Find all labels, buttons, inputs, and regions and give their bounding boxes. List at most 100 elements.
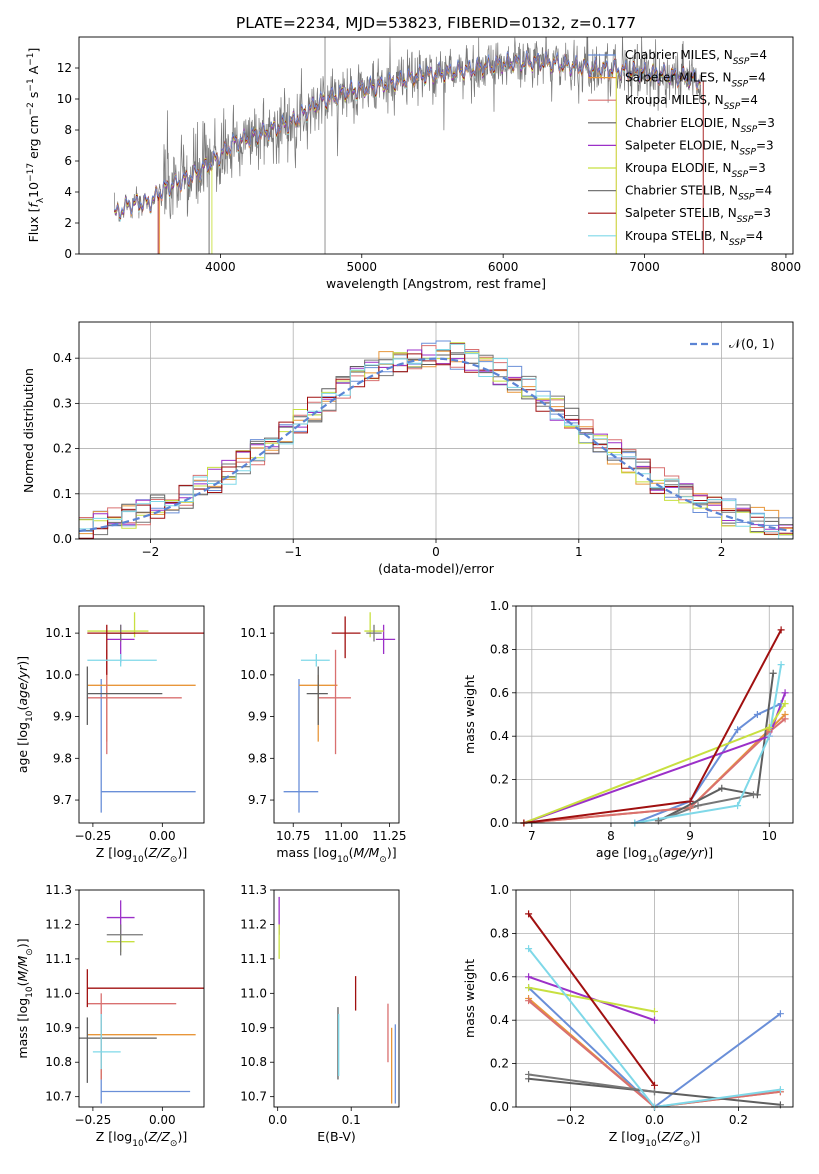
weight-marker	[651, 1008, 658, 1016]
weight-marker	[777, 661, 785, 669]
x-axis-label: E(B-V)	[317, 1129, 356, 1144]
legend-entry: Salpeter STELIB, NSSP=3	[625, 206, 771, 225]
weight-line	[527, 913, 656, 1086]
x-tick-label: 0.0	[645, 1113, 664, 1127]
weight-marker	[777, 626, 785, 634]
panels: 4000 5000 6000 7000 8000024681012wavelength …	[15, 36, 802, 1149]
weight-marker	[651, 1088, 658, 1096]
y-tick-label: 10.1	[45, 626, 72, 640]
y-tick-label: 11.3	[240, 883, 267, 897]
weight-marker	[694, 802, 702, 810]
y-tick-label: 8	[64, 123, 72, 137]
axes-frame	[78, 605, 205, 824]
y-tick-label: 11.2	[45, 917, 72, 931]
y-tick-label: 10.0	[45, 668, 72, 682]
weight-marker	[525, 1070, 533, 1078]
x-tick-label: 8	[607, 829, 615, 843]
y-tick-label: 0.2	[490, 1057, 509, 1071]
legend-entry: Salpeter ELODIE, NSSP=3	[625, 138, 774, 157]
x-tick-label: 0.2	[729, 1113, 748, 1127]
x-tick-label: 8000	[771, 260, 802, 274]
y-tick-label: 9.8	[53, 751, 72, 765]
y-tick-label: 10.0	[240, 668, 267, 682]
legend-entry: Kroupa STELIB, NSSP=4	[625, 229, 763, 248]
weight-line	[523, 692, 787, 823]
legend-entry: Kroupa ELODIE, NSSP=3	[625, 161, 766, 180]
panel-residuals: −2 −1 0 1 2 0.0 0.1 0.2 0.3 0.4 (data-model)/error…	[21, 321, 794, 576]
y-tick-label: 10.8	[45, 1055, 72, 1069]
x-tick-label: −1	[284, 545, 302, 559]
y-tick-label: 11.0	[45, 986, 72, 1000]
y-tick-label: 10	[57, 92, 72, 106]
x-axis-label: age [log10(age/yr)]	[596, 845, 713, 865]
x-tick-label: −0.2	[556, 1113, 585, 1127]
normal-reference-curve	[79, 357, 793, 533]
y-tick-label: 12	[57, 61, 72, 75]
weight-marker	[525, 973, 533, 981]
weight-line	[527, 986, 781, 1107]
plot-area	[283, 612, 396, 813]
weight-marker	[686, 797, 694, 805]
legend-entry: Chabrier ELODIE, NSSP=3	[625, 116, 775, 135]
legend-entry: Chabrier STELIB, NSSP=4	[625, 184, 772, 203]
y-tick-label: 1.0	[490, 883, 509, 897]
y-axis-label: mass weight	[462, 675, 477, 754]
plot-area	[86, 612, 204, 813]
weight-marker	[525, 945, 533, 953]
legend-entry: Chabrier MILES, NSSP=4	[625, 48, 767, 67]
axes-frame	[78, 889, 205, 1108]
axes-frame	[78, 321, 794, 540]
y-tick-label: 9.9	[248, 710, 267, 724]
weight-marker	[776, 1086, 784, 1094]
x-tick-label: 11.00	[324, 829, 358, 843]
plot-area	[278, 896, 396, 1104]
legend-entry: 𝒩(0, 1)	[729, 336, 775, 351]
y-tick-label: 0.0	[490, 1100, 509, 1114]
y-tick-label: 0.8	[490, 926, 509, 940]
x-tick-label: −2	[142, 545, 160, 559]
panel-mass-vs-Z: −0.25 0.00 10.7 10.8 10.9 11.0 11.1 11.2 11.3 Z […	[15, 883, 205, 1149]
x-tick-label: 1	[575, 545, 583, 559]
weight-marker	[718, 784, 726, 792]
y-tick-label: 10.9	[240, 1021, 267, 1035]
plot-area	[113, 37, 704, 254]
weight-marker	[749, 791, 757, 799]
weight-line	[634, 664, 783, 823]
weight-marker	[651, 1016, 658, 1024]
y-axis-label: age [log10(age/yr)]	[15, 656, 35, 773]
panel-weight-vs-Z: −0.2 0.0 0.2 0.0 0.2 0.4 0.6 0.8 1.0 Z [log10(Z/Z…	[462, 883, 794, 1149]
y-tick-label: 0.4	[490, 1013, 509, 1027]
x-tick-label: 5000	[346, 260, 377, 274]
weight-line	[528, 1073, 655, 1093]
x-tick-label: 4000	[205, 260, 236, 274]
axes-frame	[515, 605, 794, 824]
panel-weight-vs-age: 7 8 9 10 0.0 0.2 0.4 0.6 0.8 1.0 age [log10(age/yr…	[462, 599, 794, 865]
weight-marker	[525, 910, 533, 918]
y-tick-label: 10.9	[45, 1021, 72, 1035]
x-axis-label: wavelength [Angstrom, rest frame]	[326, 276, 546, 291]
weight-line	[527, 947, 781, 1107]
y-tick-label: 10.7	[240, 1090, 267, 1104]
residual-histogram	[79, 343, 793, 539]
y-axis-label: mass weight	[462, 959, 477, 1038]
y-tick-label: 9.9	[53, 710, 72, 724]
y-tick-label: 0.6	[490, 686, 509, 700]
legend-entry: Kroupa MILES, NSSP=4	[625, 93, 758, 112]
y-axis-label: Normed distribution	[21, 368, 36, 493]
weight-marker	[525, 984, 533, 992]
panel-age-vs-Z: −0.25 0.00 9.7 9.8 9.9 10.0 10.1 Z [log10(Z/Z⊙)…	[15, 605, 205, 865]
y-tick-label: 10.1	[240, 626, 267, 640]
weight-marker	[781, 700, 789, 708]
y-tick-label: 11.2	[240, 917, 267, 931]
weight-line	[658, 673, 775, 822]
y-tick-label: 11.0	[240, 986, 267, 1000]
y-tick-label: 0.6	[490, 970, 509, 984]
model-spectrum-line	[114, 50, 701, 219]
weight-marker	[781, 715, 789, 723]
legend: Chabrier MILES, NSSP=4 Salpeter MILES, NS…	[588, 48, 775, 248]
weight-marker	[776, 1010, 784, 1018]
x-axis-label: Z [log10(Z/Z⊙)]	[609, 1129, 700, 1149]
panel-age-vs-mass: 10.75 11.00 11.25 9.7 9.8 9.9 10.0 10.1 mass [lo…	[240, 605, 407, 865]
weight-marker	[525, 997, 533, 1005]
